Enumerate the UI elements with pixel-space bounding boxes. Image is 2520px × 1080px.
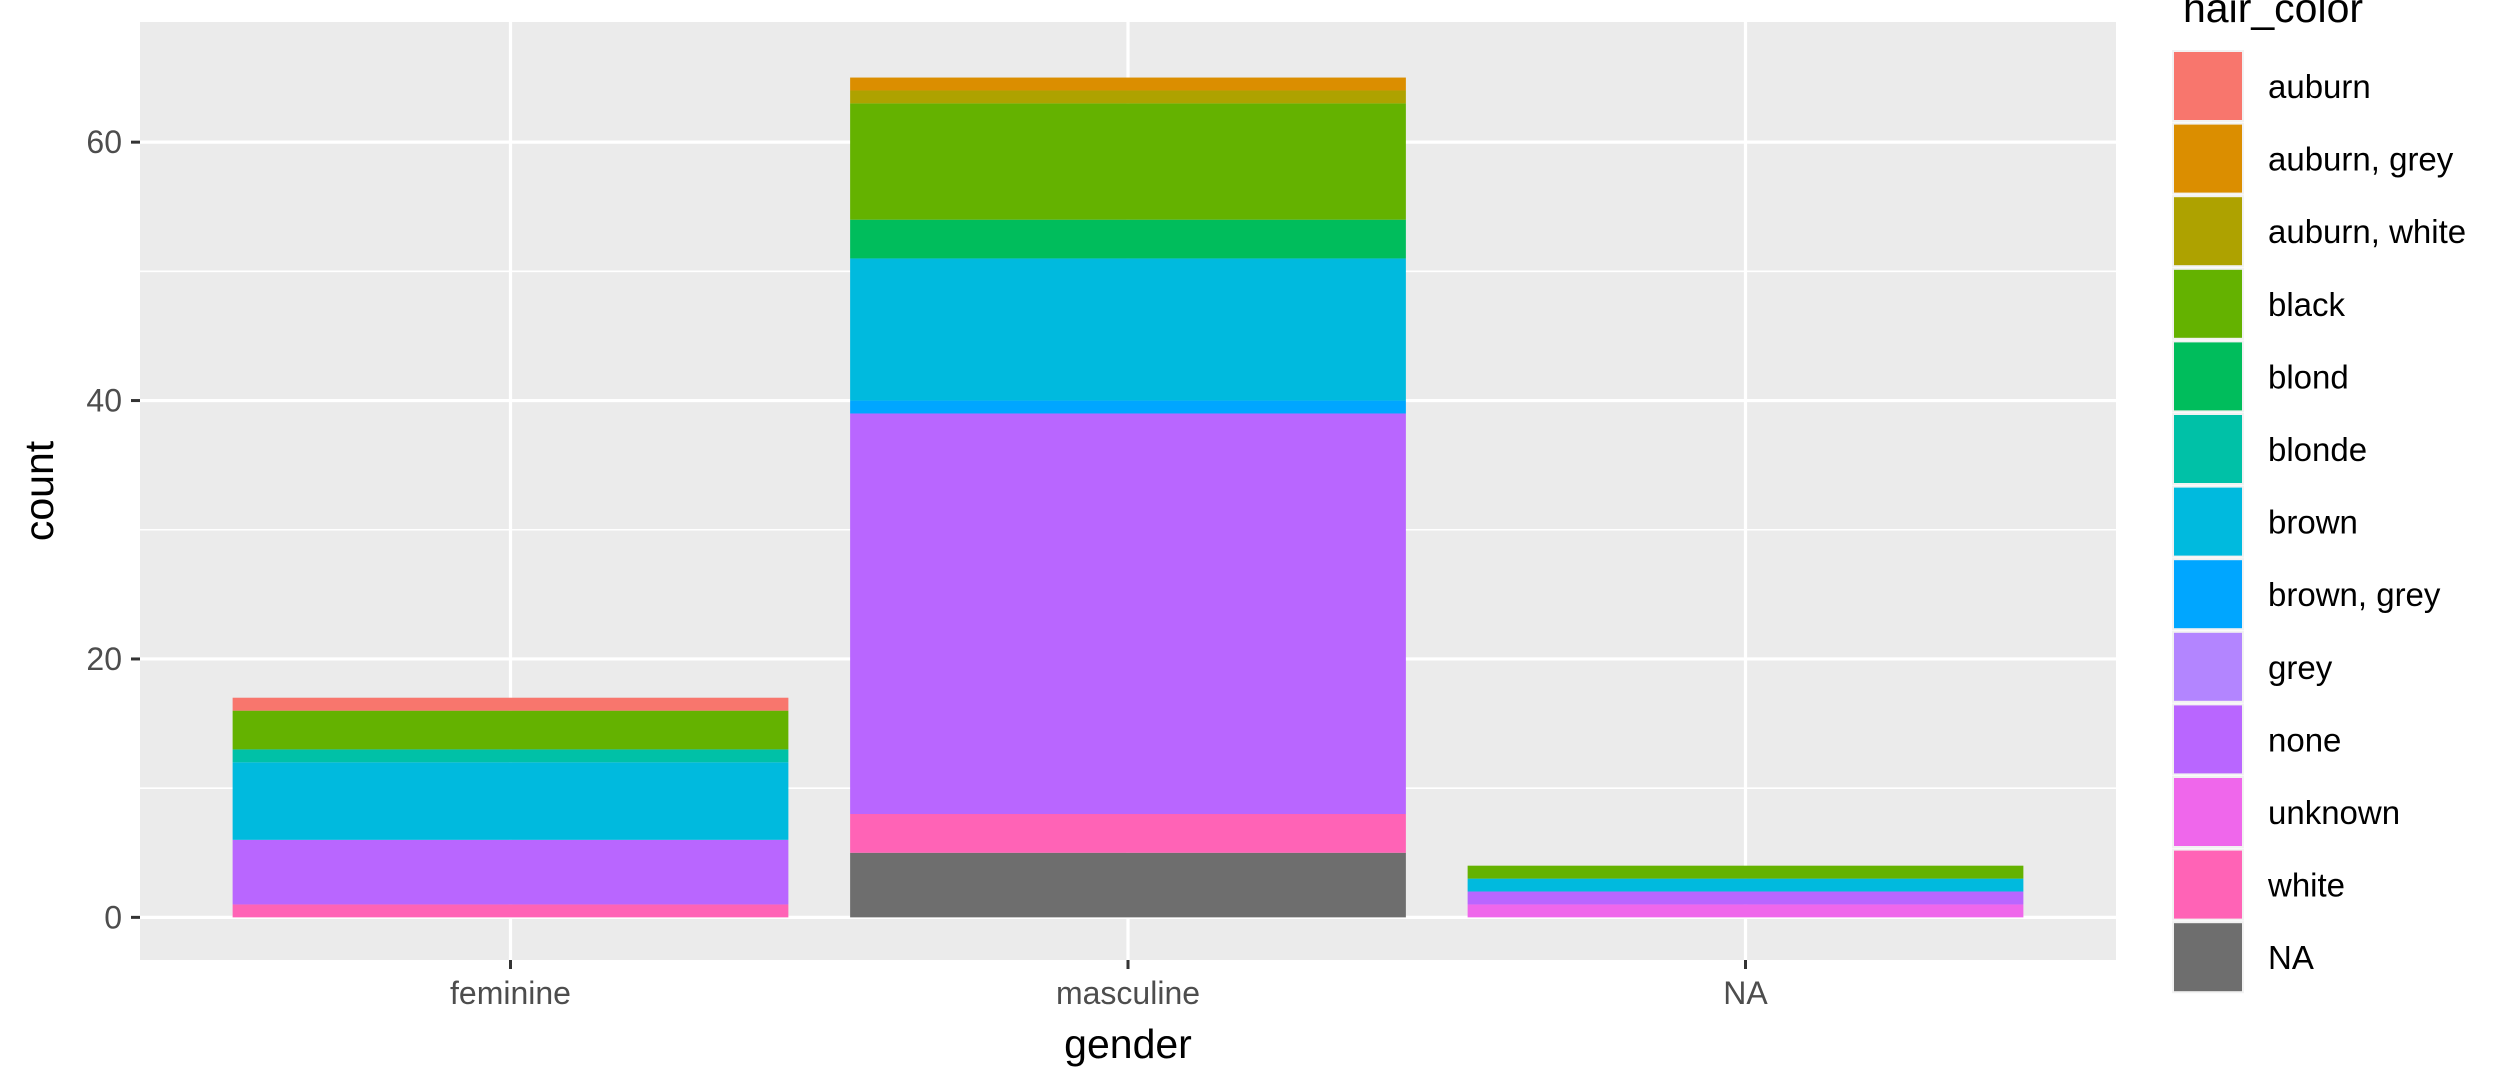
legend-label: NA bbox=[2268, 939, 2314, 976]
legend-swatch bbox=[2174, 705, 2242, 774]
legend-swatch bbox=[2174, 415, 2242, 483]
bar-segment bbox=[232, 904, 789, 918]
legend-label: auburn, grey bbox=[2268, 141, 2454, 178]
legend-swatch bbox=[2174, 923, 2242, 992]
x-tick-label: feminine bbox=[450, 975, 571, 1011]
legend-label: grey bbox=[2268, 649, 2333, 686]
bar-segment bbox=[850, 103, 1406, 220]
legend-label: auburn, white bbox=[2268, 213, 2466, 250]
y-tick-label: 0 bbox=[104, 899, 122, 935]
legend-label: unknown bbox=[2268, 794, 2400, 831]
legend-swatch bbox=[2174, 52, 2242, 120]
legend-swatch bbox=[2174, 778, 2242, 846]
bar-segment bbox=[232, 839, 789, 905]
legend-swatch bbox=[2174, 632, 2242, 701]
bar-segment bbox=[850, 814, 1406, 853]
bar-segment bbox=[850, 219, 1406, 259]
legend-swatch bbox=[2174, 342, 2242, 411]
x-tick-label: masculine bbox=[1056, 975, 1200, 1011]
bar-segment bbox=[850, 77, 1406, 91]
legend-label: auburn bbox=[2268, 68, 2371, 105]
y-axis-title: count bbox=[16, 440, 62, 541]
legend-label: brown bbox=[2268, 504, 2358, 541]
legend-title: hair_color bbox=[2183, 0, 2363, 31]
legend-label: brown, grey bbox=[2268, 576, 2441, 613]
legend-swatch bbox=[2174, 850, 2242, 919]
bar-segment bbox=[1467, 904, 2024, 918]
x-axis: feminine masculine NA bbox=[450, 960, 1768, 1011]
legend-label: black bbox=[2268, 286, 2346, 323]
legend: hair_color auburn auburn, grey auburn, whi… bbox=[2172, 0, 2466, 994]
x-axis-title: gender bbox=[1064, 1021, 1192, 1067]
bar-segment bbox=[850, 90, 1406, 104]
bar-segment bbox=[1467, 878, 2024, 892]
legend-swatch bbox=[2174, 560, 2242, 629]
legend-swatch bbox=[2174, 487, 2242, 556]
bar-segment bbox=[850, 413, 1406, 815]
bar-segment bbox=[1467, 865, 2024, 879]
legend-swatch bbox=[2174, 124, 2242, 193]
bar-segment bbox=[850, 258, 1406, 401]
legend-label: none bbox=[2268, 721, 2341, 758]
bar-segment bbox=[232, 749, 789, 763]
legend-label: blonde bbox=[2268, 431, 2367, 468]
y-tick-label: 40 bbox=[86, 383, 122, 419]
bar-segment bbox=[850, 400, 1406, 414]
x-tick-label: NA bbox=[1723, 975, 1768, 1011]
bar-segment bbox=[850, 852, 1406, 918]
legend-swatch bbox=[2174, 269, 2242, 338]
bar-segment bbox=[232, 762, 789, 840]
y-axis: 0 20 40 60 bbox=[86, 124, 140, 935]
bar-segment bbox=[1467, 891, 2024, 905]
bar-segment bbox=[232, 697, 789, 711]
legend-label: white bbox=[2267, 867, 2345, 904]
legend-swatch bbox=[2174, 197, 2242, 266]
bar-segment bbox=[232, 710, 789, 750]
y-tick-label: 20 bbox=[86, 641, 122, 677]
bars bbox=[232, 77, 2024, 918]
y-tick-label: 60 bbox=[86, 124, 122, 160]
legend-label: blond bbox=[2268, 358, 2349, 395]
